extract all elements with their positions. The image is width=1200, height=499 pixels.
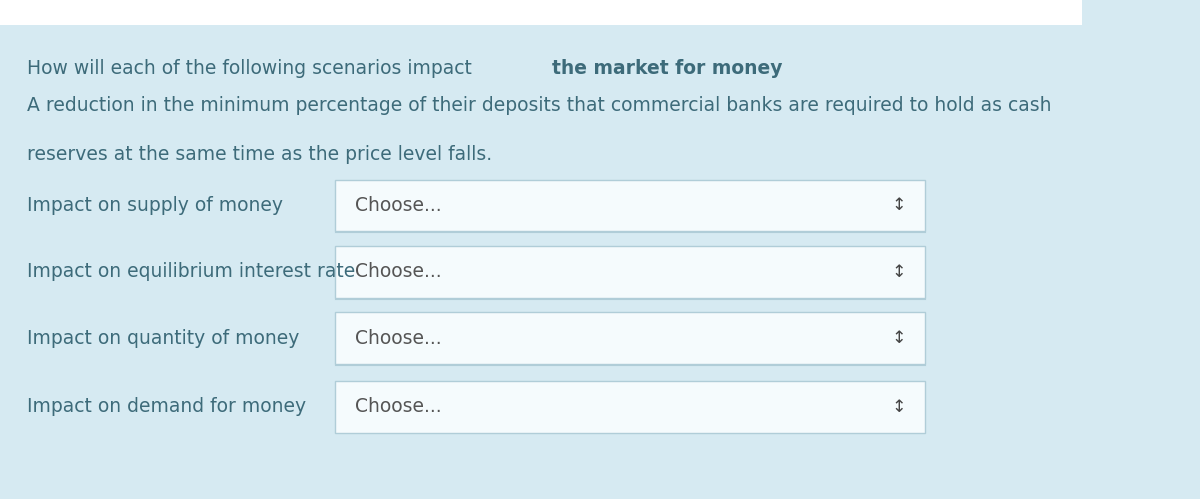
Text: ↕: ↕ xyxy=(892,329,906,347)
FancyBboxPatch shape xyxy=(336,246,925,297)
FancyBboxPatch shape xyxy=(336,312,925,364)
Text: Choose...: Choose... xyxy=(355,397,442,416)
FancyBboxPatch shape xyxy=(336,381,925,433)
FancyBboxPatch shape xyxy=(336,180,925,231)
Text: the market for money: the market for money xyxy=(552,59,782,78)
Text: ↕: ↕ xyxy=(892,263,906,281)
Text: Choose...: Choose... xyxy=(355,262,442,281)
FancyBboxPatch shape xyxy=(0,0,1082,25)
Text: Impact on supply of money: Impact on supply of money xyxy=(28,196,283,215)
Text: How will each of the following scenarios impact: How will each of the following scenarios… xyxy=(28,59,478,78)
Text: Impact on equilibrium interest rate: Impact on equilibrium interest rate xyxy=(28,262,355,281)
Text: Choose...: Choose... xyxy=(355,196,442,215)
Text: ↕: ↕ xyxy=(892,197,906,215)
Text: A reduction in the minimum percentage of their deposits that commercial banks ar: A reduction in the minimum percentage of… xyxy=(28,96,1051,115)
Text: Impact on quantity of money: Impact on quantity of money xyxy=(28,329,300,348)
Text: Choose...: Choose... xyxy=(355,329,442,348)
Text: ↕: ↕ xyxy=(892,398,906,416)
Text: reserves at the same time as the price level falls.: reserves at the same time as the price l… xyxy=(28,145,492,164)
Text: Impact on demand for money: Impact on demand for money xyxy=(28,397,306,416)
